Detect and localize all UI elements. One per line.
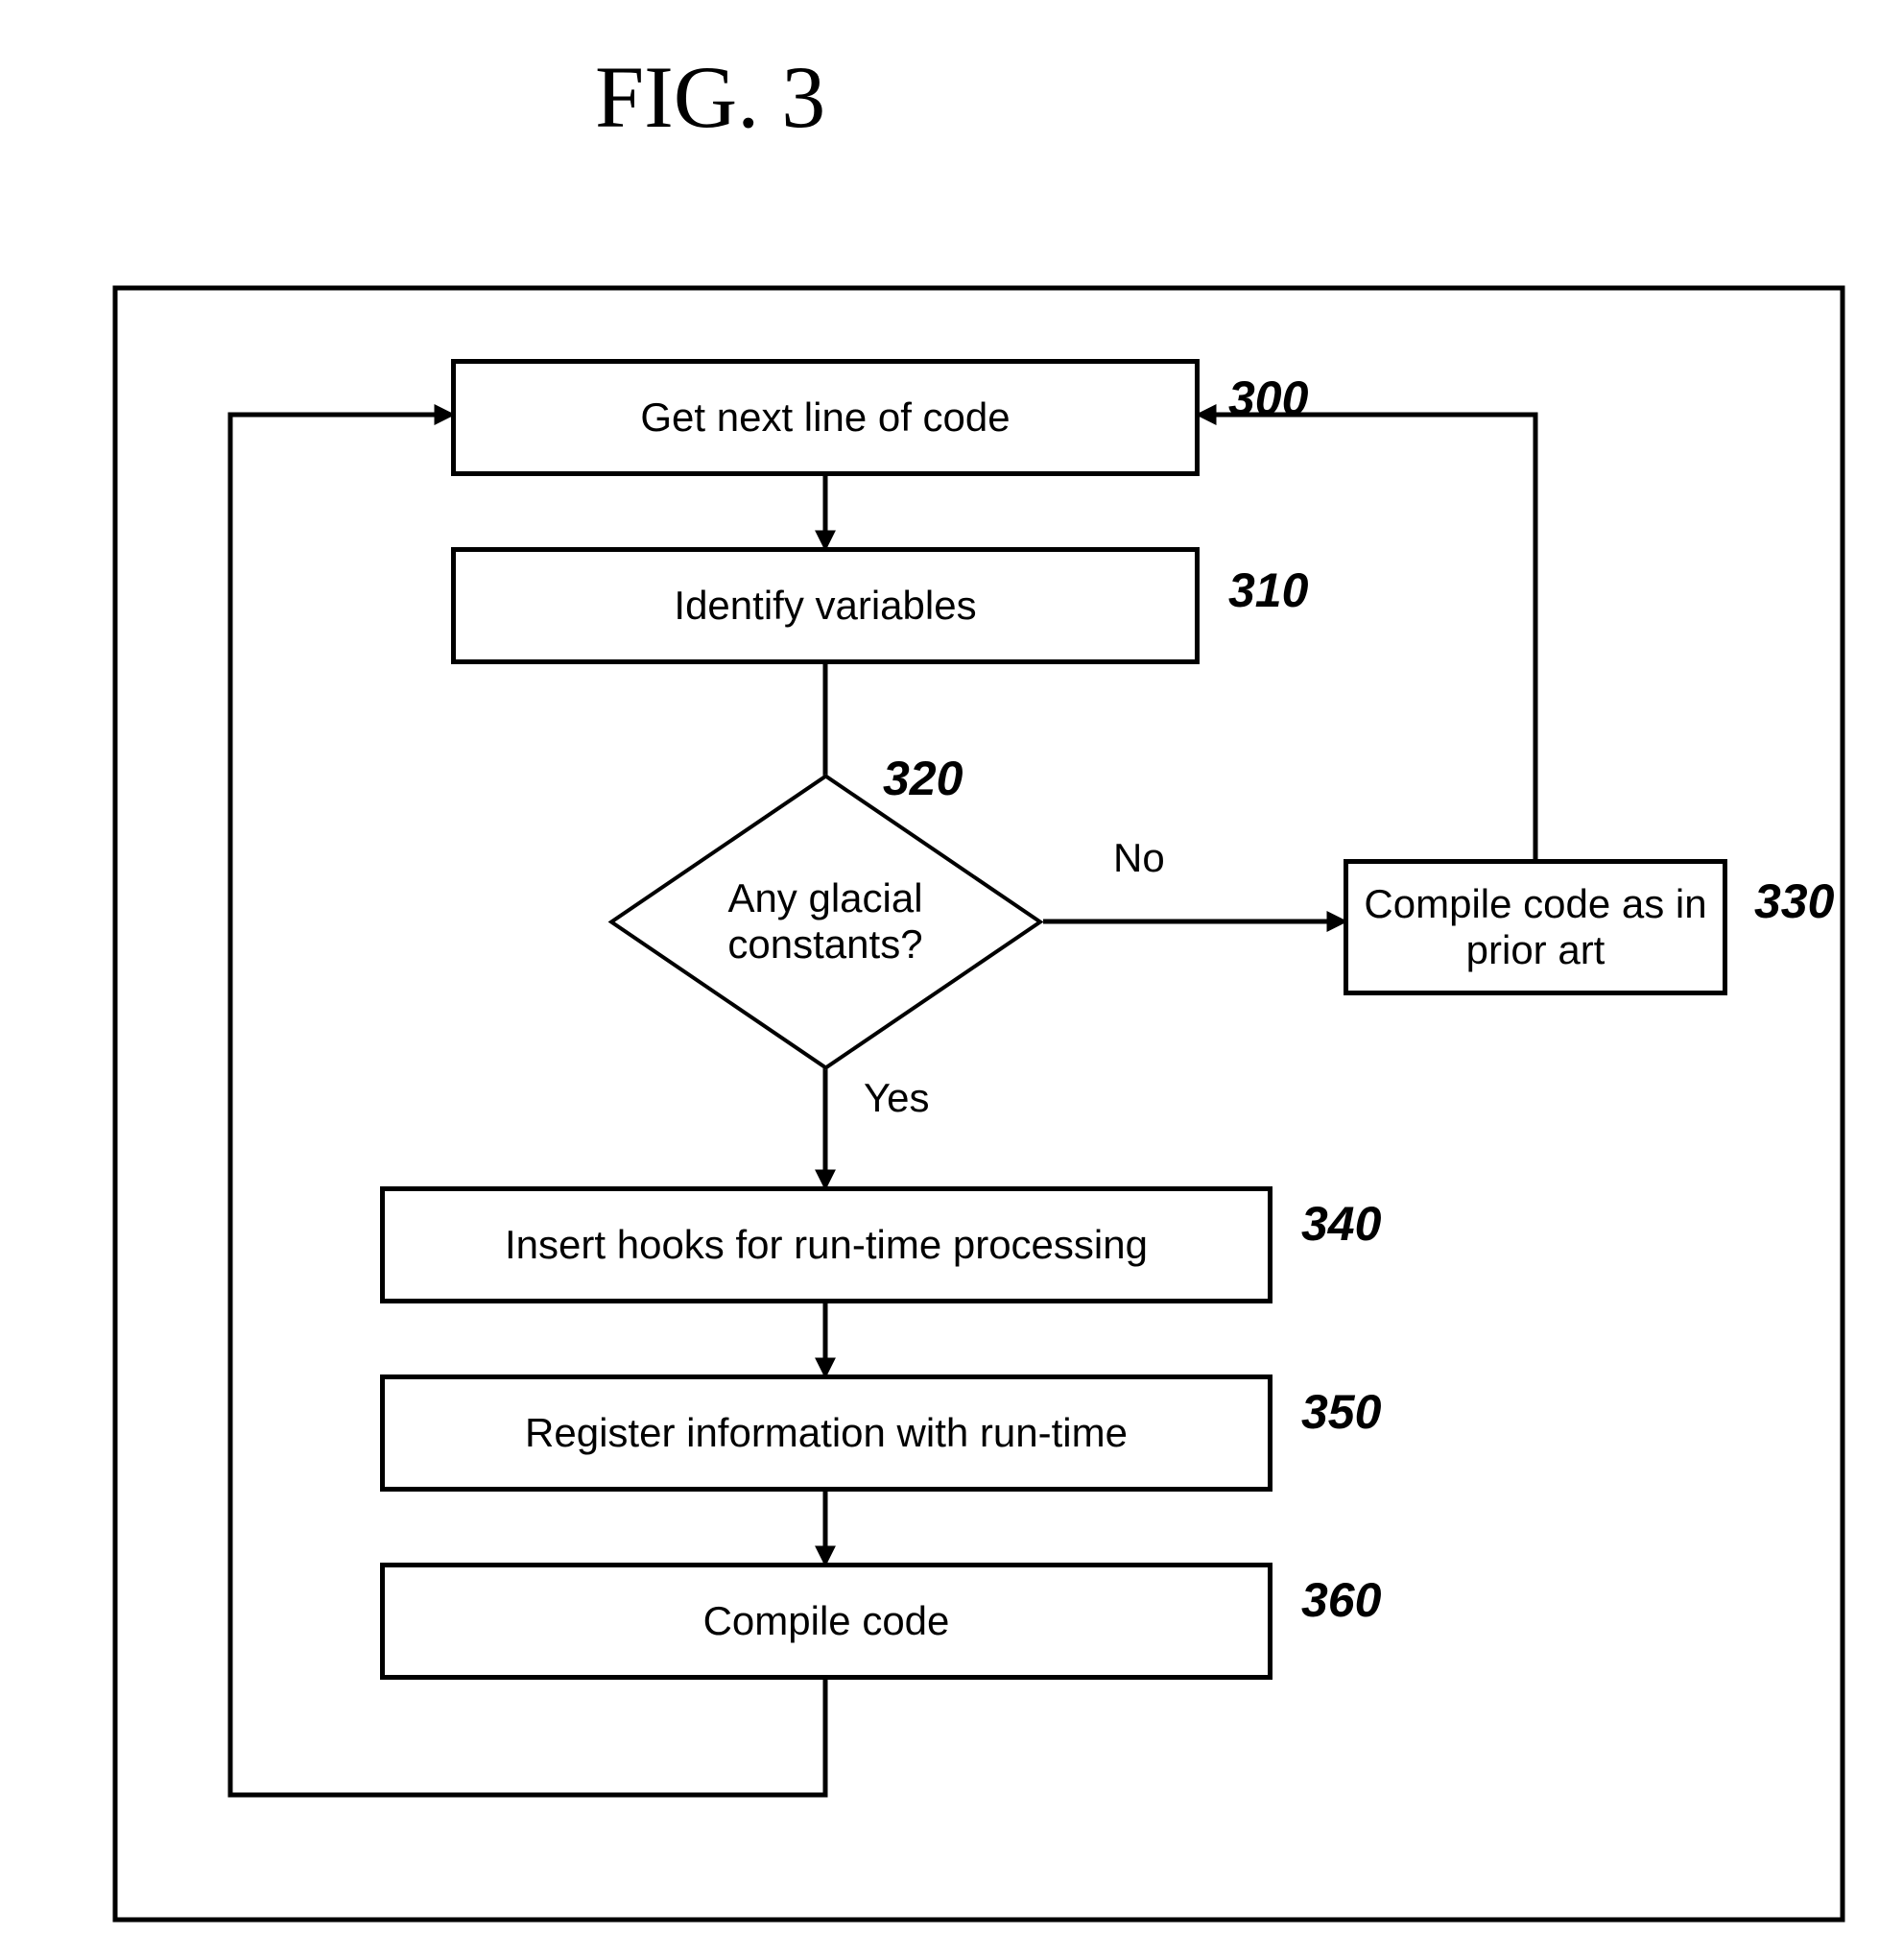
process-330-label: Compile code as inprior art [1364, 881, 1706, 973]
process-340-label: Insert hooks for run-time processing [505, 1222, 1148, 1268]
decision-320-label: Any glacialconstants? [607, 774, 1043, 1069]
process-300-label: Get next line of code [640, 394, 1010, 441]
ref-360: 360 [1301, 1572, 1381, 1628]
decision-no-label: No [1113, 835, 1165, 881]
process-350: Register information with run-time [380, 1374, 1272, 1492]
ref-310: 310 [1228, 562, 1308, 618]
ref-330: 330 [1754, 873, 1834, 929]
ref-320: 320 [883, 751, 963, 806]
process-330: Compile code as inprior art [1344, 859, 1727, 995]
process-300: Get next line of code [451, 359, 1200, 476]
figure-title: FIG. 3 [595, 46, 825, 148]
process-360-label: Compile code [703, 1598, 950, 1644]
ref-350: 350 [1301, 1384, 1381, 1440]
ref-300: 300 [1228, 370, 1308, 426]
process-350-label: Register information with run-time [525, 1410, 1128, 1456]
process-360: Compile code [380, 1563, 1272, 1680]
process-340: Insert hooks for run-time processing [380, 1186, 1272, 1303]
process-310-label: Identify variables [674, 583, 976, 629]
process-310: Identify variables [451, 547, 1200, 664]
ref-340: 340 [1301, 1196, 1381, 1252]
decision-320: Any glacialconstants? [607, 774, 1043, 1069]
edge-n330-n300 [1200, 415, 1535, 859]
diagram-stage: FIG. 3 Yes No Get next line of code 300 Id… [0, 0, 1879, 1960]
decision-yes-label: Yes [864, 1075, 930, 1121]
